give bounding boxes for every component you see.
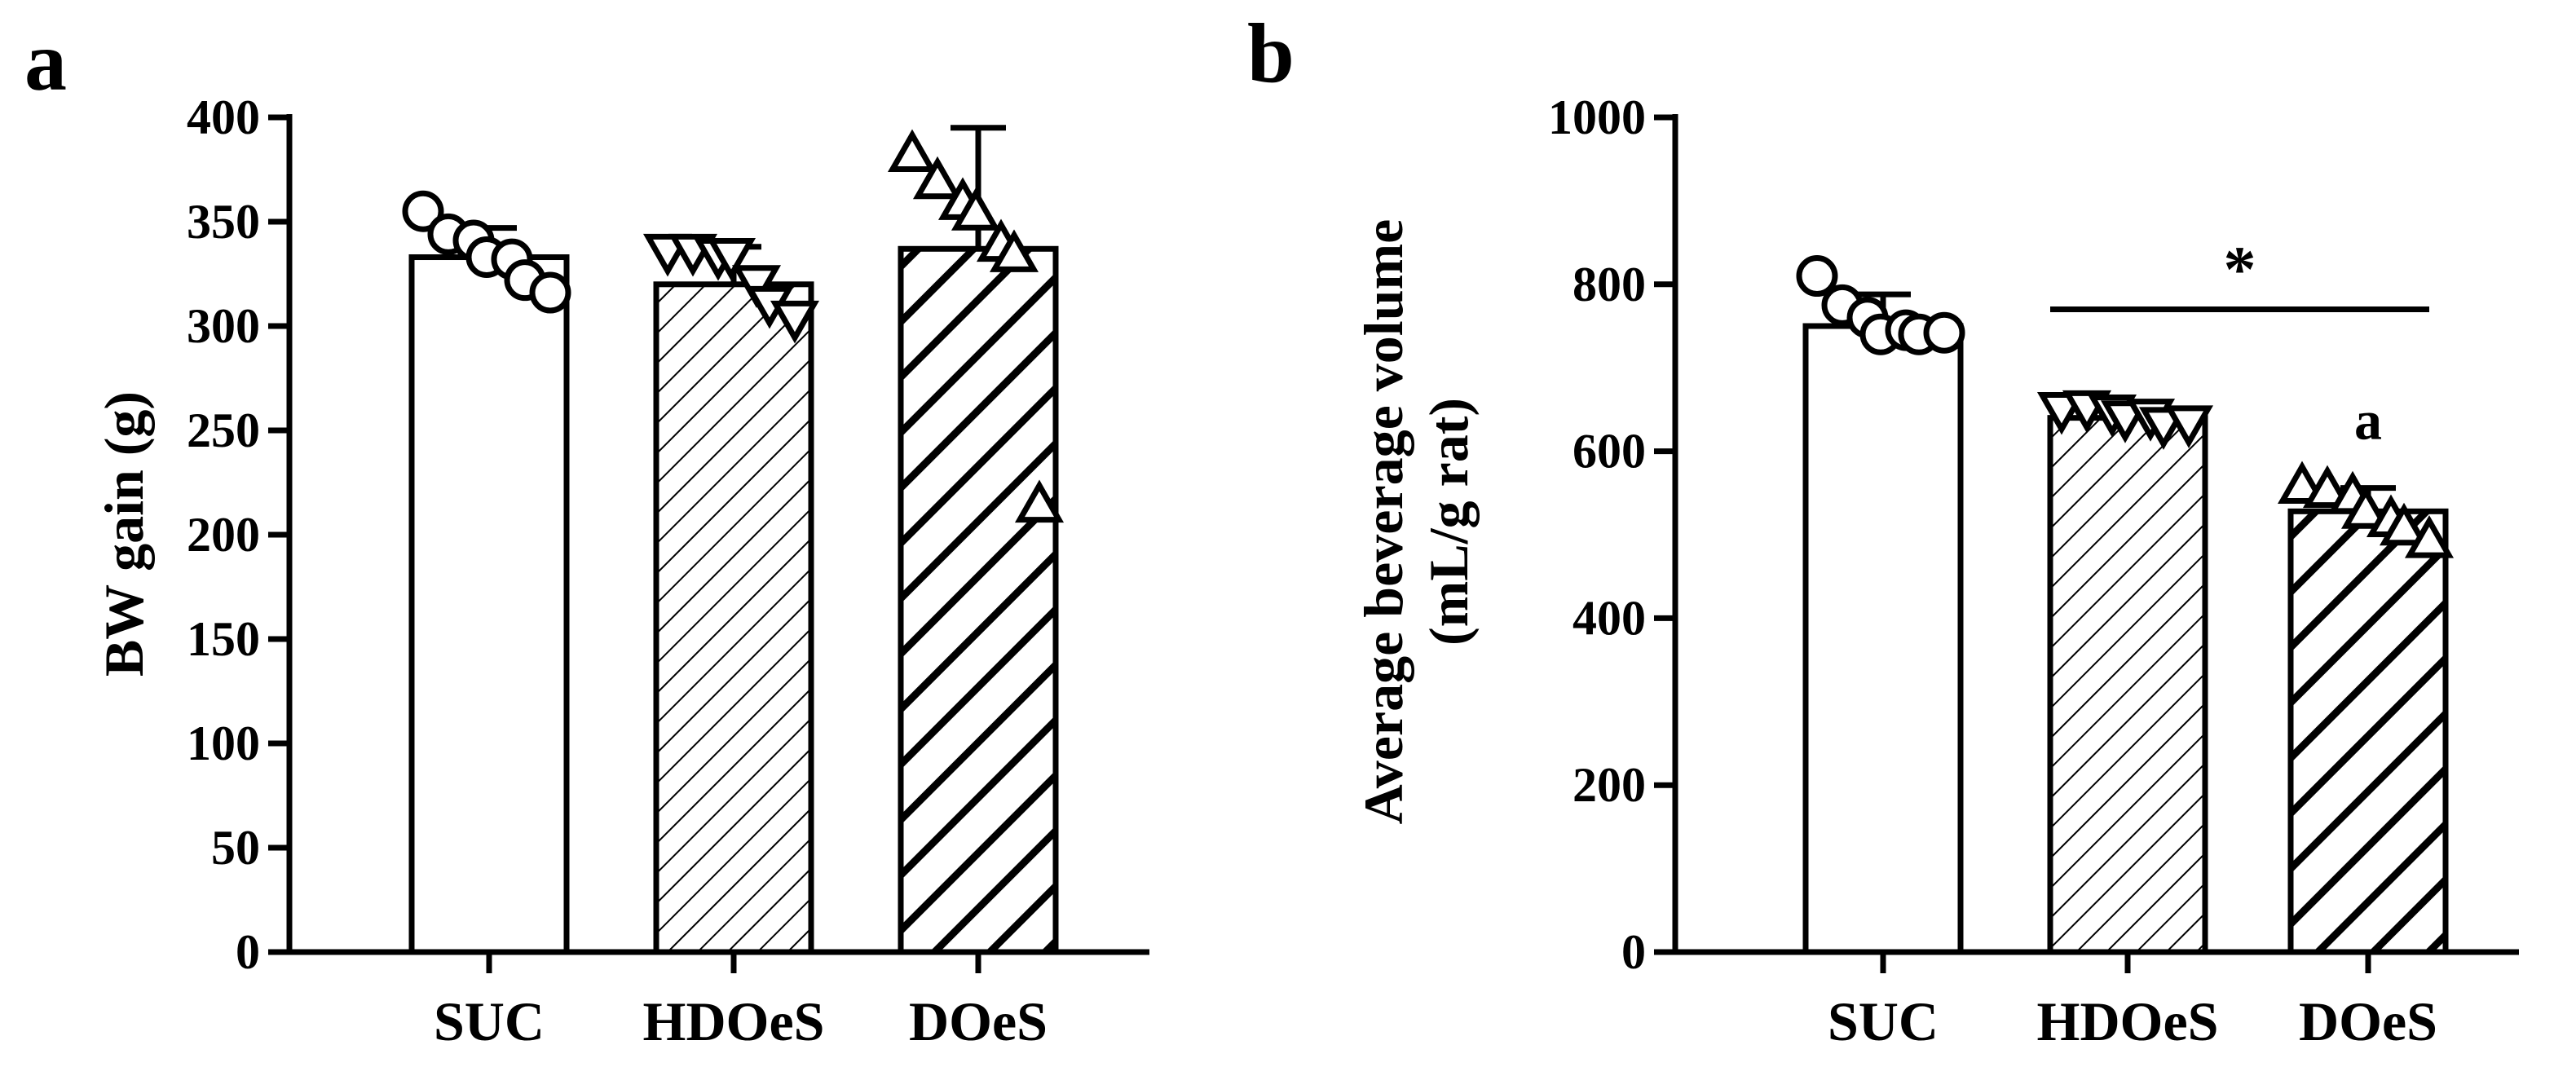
bar-suc [408, 254, 570, 955]
data-point-does [2340, 486, 2391, 529]
data-point-does [887, 129, 937, 173]
data-point-suc [402, 190, 444, 232]
x-tick-label-hdoes: HDOeS [2037, 990, 2219, 1052]
x-tick-label-does: DOeS [2299, 990, 2437, 1052]
panel-letter-a: a [24, 15, 67, 108]
annotation-letter: a [2354, 390, 2382, 452]
y-tick-label: 600 [1573, 425, 1646, 478]
y-tick-label: 250 [187, 403, 260, 457]
significance-star: * [2224, 235, 2256, 306]
y-tick-label: 300 [187, 299, 260, 353]
y-tick-label: 400 [1573, 591, 1646, 645]
data-point-does [912, 156, 963, 200]
bar-hdoes [653, 281, 814, 955]
bar-does [2287, 508, 2449, 955]
bar-hdoes [2047, 415, 2208, 955]
x-tick-label-suc: SUC [1828, 990, 1939, 1052]
y-axis-title-line: Average beverage volume [1352, 219, 1414, 825]
data-point-suc [1923, 311, 1965, 354]
y-tick-label: 800 [1573, 258, 1646, 311]
y-axis-title: Average beverage volume(mL/g rat) [1352, 219, 1480, 825]
chart-panel-a: 0 50 100 150 200 250 300 350 400 SUC HDOeS DOeS BW g… [93, 90, 1149, 1052]
y-axis-title: BW gain (g) [93, 391, 155, 677]
y-tick-label: 350 [187, 195, 260, 249]
data-point-hdoes [706, 238, 756, 281]
data-point-suc [1796, 255, 1838, 298]
x-tick-label-does: DOeS [909, 990, 1048, 1052]
y-tick-label: 200 [1573, 758, 1646, 812]
bar-suc [1802, 323, 1964, 955]
data-point-does [2302, 465, 2353, 509]
y-tick-label: 0 [1621, 925, 1646, 979]
bar-does [898, 245, 1059, 955]
data-point-does [1014, 479, 1065, 523]
y-tick-label: 200 [187, 508, 260, 562]
data-point-hdoes [770, 300, 820, 344]
x-tick-label-suc: SUC [434, 990, 545, 1052]
data-point-hdoes [2164, 405, 2214, 448]
y-tick-label: 1000 [1548, 90, 1646, 144]
y-tick-label: 0 [236, 925, 260, 979]
y-tick-label: 150 [187, 612, 260, 666]
data-point-does [2379, 502, 2429, 546]
data-point-does [989, 229, 1039, 272]
data-point-suc [529, 271, 571, 314]
data-point-hdoes [731, 265, 782, 308]
chart-panel-b: 0 200 400 600 800 1000 SUC HDOeS DOeS Average bev… [1352, 90, 2519, 1052]
y-tick-label: 50 [211, 821, 260, 875]
y-axis-title-line: (mL/g rat) [1418, 398, 1480, 646]
panel-letter-b: b [1247, 7, 1295, 100]
y-tick-label: 100 [187, 716, 260, 770]
data-point-does [951, 187, 1001, 231]
y-tick-label: 400 [187, 90, 260, 144]
data-point-does [2404, 515, 2455, 558]
x-tick-label-hdoes: HDOeS [643, 990, 825, 1052]
